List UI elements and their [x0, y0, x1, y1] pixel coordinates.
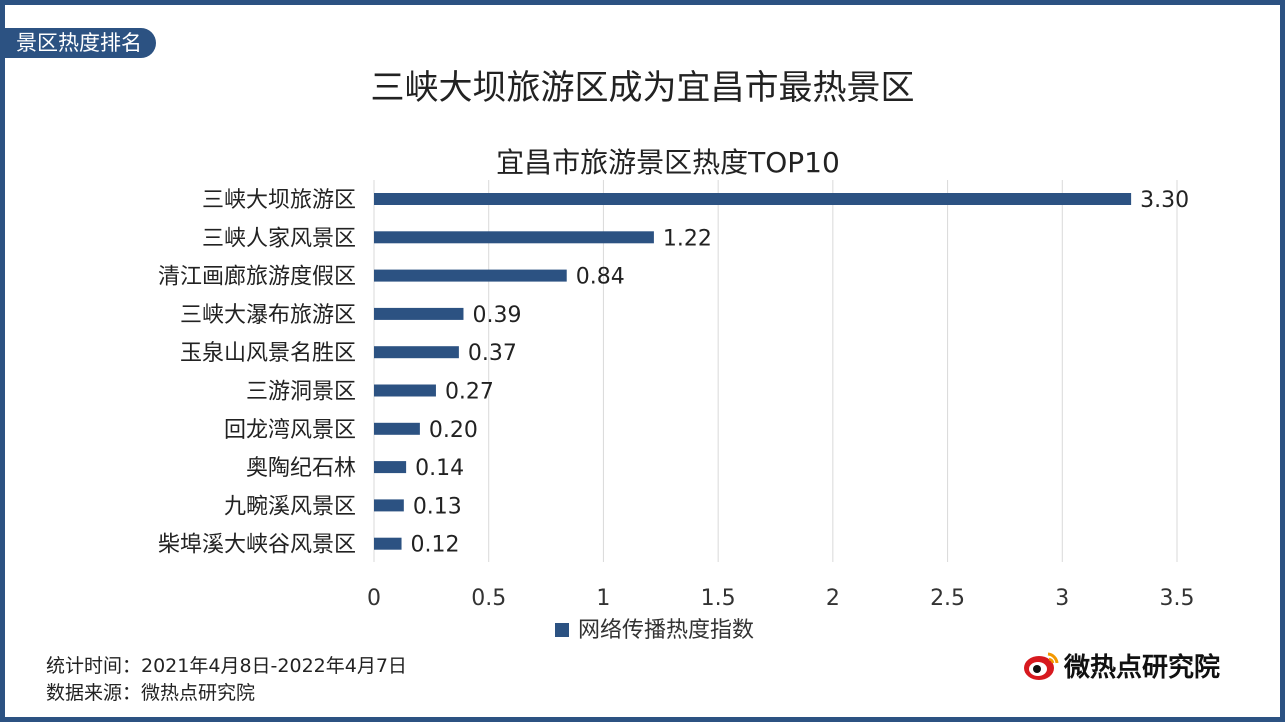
value-labels: 3.30 1.22 0.84 0.39 0.37 0.27 0.20 0.14 0.13 0.12 [411, 188, 1190, 558]
x-tick-label: 1 [596, 586, 610, 611]
legend-swatch [555, 623, 569, 637]
footer-period: 统计时间：2021年4月8日-2022年4月7日 [46, 655, 407, 677]
category-label: 柴埠溪大峡谷风景区 [158, 533, 356, 558]
category-label: 三峡大坝旅游区 [202, 188, 356, 213]
bar [374, 269, 567, 282]
value-label: 0.84 [576, 265, 625, 290]
value-label: 3.30 [1140, 188, 1189, 213]
bar [374, 461, 407, 474]
section-tag: 景区热度排名 [4, 28, 156, 58]
category-label: 奥陶纪石林 [246, 456, 356, 481]
value-label: 0.14 [415, 456, 464, 481]
bar [374, 384, 436, 397]
category-labels: 三峡大坝旅游区三峡人家风景区清江画廊旅游度假区三峡大瀑布旅游区玉泉山风景名胜区三… [158, 188, 356, 558]
chart-title: 宜昌市旅游景区热度TOP10 [496, 146, 840, 179]
brand-logo: 微热点研究院 [1022, 647, 1220, 684]
category-label: 三游洞景区 [246, 380, 356, 405]
bar [374, 499, 404, 512]
category-label: 回龙湾风景区 [224, 418, 356, 443]
legend-label: 网络传播热度指数 [578, 618, 754, 643]
x-tick-label: 3.5 [1160, 586, 1195, 611]
x-tick-label: 0 [367, 586, 381, 611]
bars [374, 193, 1132, 550]
value-label: 0.12 [411, 533, 460, 558]
bar [374, 193, 1132, 205]
weibo-eye-icon [1024, 652, 1059, 680]
logo-text: 微热点研究院 [1064, 653, 1221, 683]
category-label: 清江画廊旅游度假区 [158, 265, 356, 290]
value-label: 0.37 [468, 341, 517, 366]
x-tick-labels: 0 0.5 1 1.5 2 2.5 3 3.5 [367, 586, 1195, 611]
bar [374, 346, 459, 359]
x-tick-label: 3 [1055, 586, 1069, 611]
bar [374, 537, 402, 550]
value-label: 0.39 [472, 303, 521, 328]
category-label: 三峡大瀑布旅游区 [180, 303, 356, 328]
category-label: 三峡人家风景区 [202, 226, 356, 251]
value-label: 1.22 [663, 226, 712, 251]
bar [374, 307, 464, 320]
value-label: 0.27 [445, 380, 494, 405]
bar [374, 231, 654, 244]
x-tick-label: 2 [826, 586, 840, 611]
page-headline: 三峡大坝旅游区成为宜昌市最热景区 [370, 68, 915, 108]
grid [373, 180, 1178, 562]
footer-source: 数据来源：微热点研究院 [46, 682, 256, 704]
category-label: 九畹溪风景区 [224, 494, 356, 519]
legend: 网络传播热度指数 [555, 618, 754, 643]
value-label: 0.13 [413, 494, 462, 519]
category-label: 玉泉山风景名胜区 [180, 341, 356, 366]
x-tick-label: 0.5 [471, 586, 506, 611]
bar [374, 422, 420, 435]
x-tick-label: 1.5 [701, 586, 736, 611]
value-label: 0.20 [429, 418, 478, 443]
x-tick-label: 2.5 [930, 586, 965, 611]
